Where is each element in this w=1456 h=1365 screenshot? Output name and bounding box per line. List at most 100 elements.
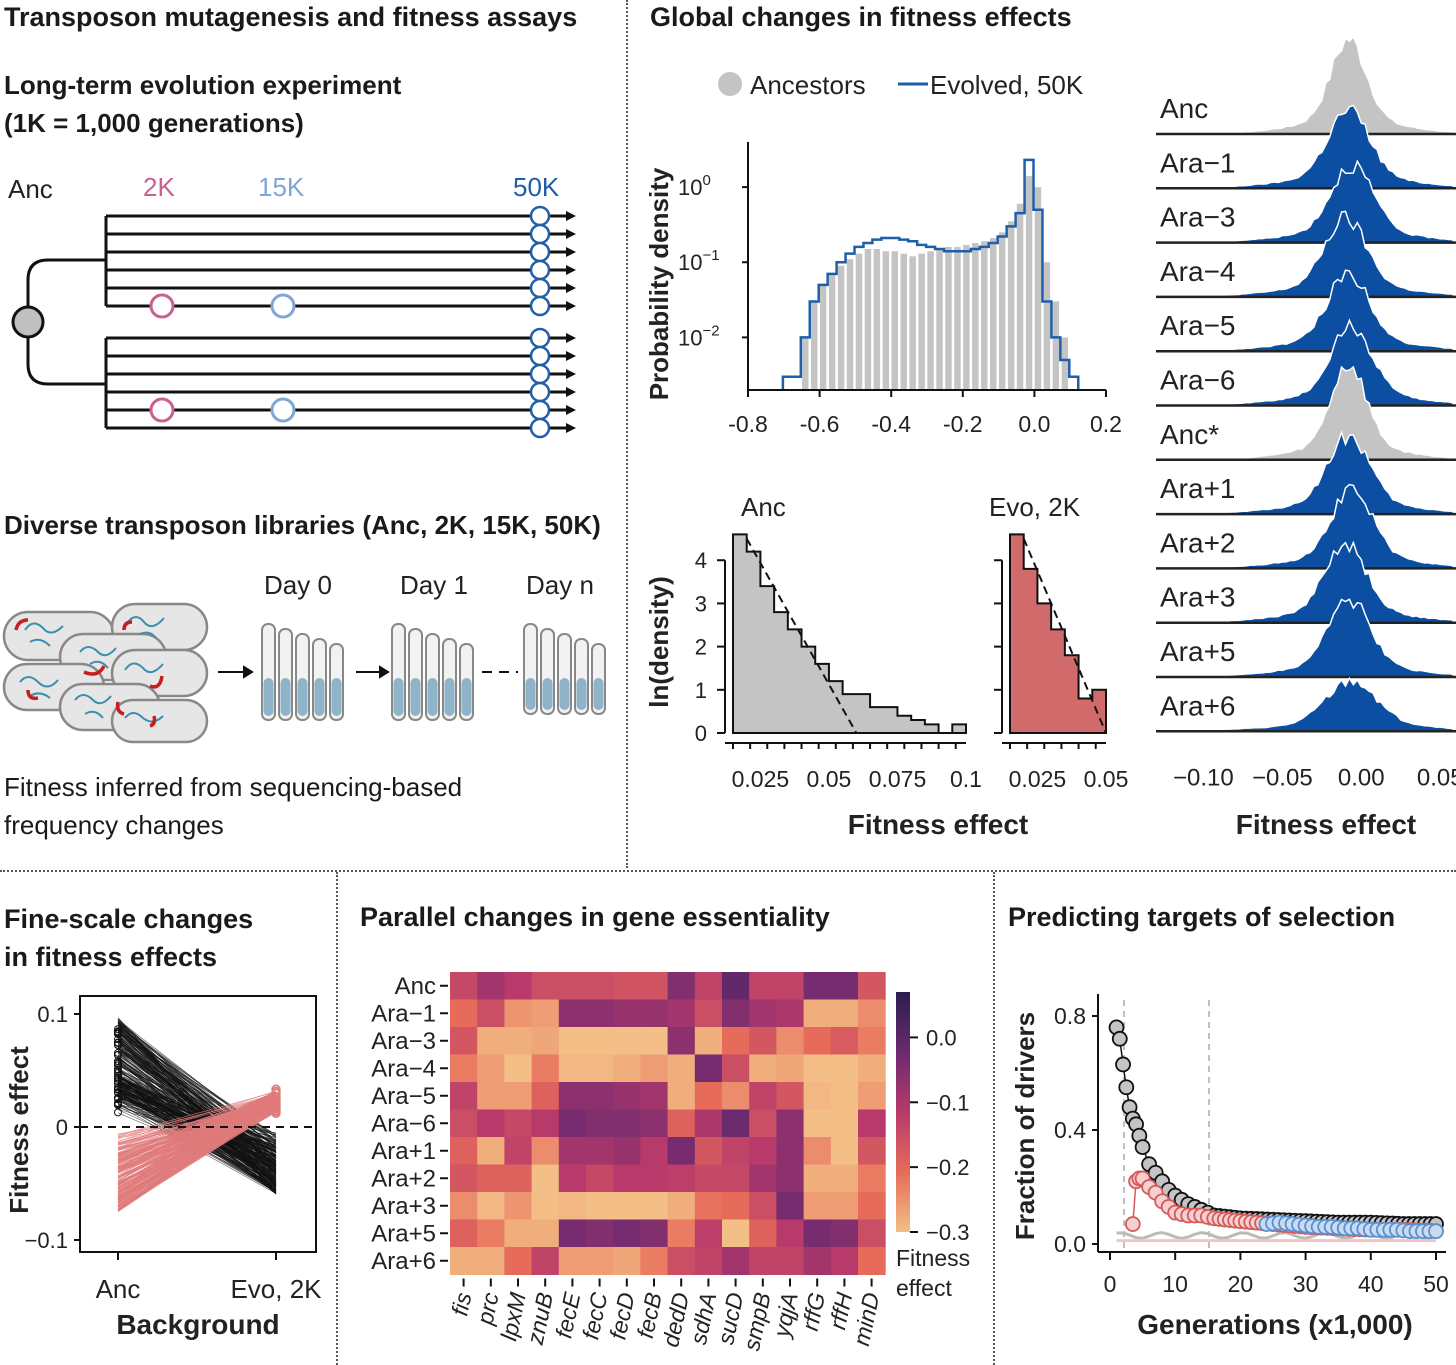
heatmap-cell [613, 999, 641, 1028]
heatmap-cell [858, 1247, 886, 1275]
heatmap-cell [586, 1027, 614, 1055]
colorbar-label-line2: effect [896, 1275, 952, 1301]
finescale-chart: Fitness effect 0.1 0 −0.1 Anc Evo, 2K Backg… [4, 995, 322, 1340]
tree-label-2k: 2K [143, 172, 175, 202]
heatmap-cell [776, 1082, 805, 1110]
lineage-arrow [566, 405, 576, 415]
heatmap-cell [858, 972, 886, 1000]
heatmap-cell [776, 972, 805, 1000]
heatmap-cell [722, 1247, 750, 1275]
marker-15k-upper [270, 293, 296, 319]
ridge-xtick-label: −0.05 [1252, 764, 1313, 791]
ridge-label: Ara+6 [1160, 690, 1236, 721]
heatmap-cell [694, 999, 723, 1028]
heatmap-cell [830, 972, 859, 1000]
hist-bar-ancestor [1016, 203, 1024, 390]
heatmap-cell [694, 1164, 723, 1193]
divider-bottom-right [993, 872, 995, 1365]
pred-point [1115, 1056, 1131, 1073]
heatmap-cell [722, 1109, 750, 1138]
fs-line-red [117, 1098, 277, 1144]
heatmap-cell [531, 1164, 560, 1193]
marker-50k [529, 363, 551, 385]
hist-bar-ancestor [855, 253, 863, 390]
heatmap-row-label: Ara−5 [371, 1083, 436, 1110]
heatmap-row-label: Ara+6 [371, 1248, 436, 1275]
heatmap-row-label: Ara+1 [371, 1138, 436, 1165]
caption-line1: Fitness inferred from sequencing-based [4, 772, 463, 802]
heatmap-cell [531, 1082, 560, 1110]
pred-point [1134, 1139, 1151, 1156]
hist-bar-ancestor [891, 251, 899, 390]
heatmap-cell [667, 1164, 696, 1193]
tree-label-15k: 15K [258, 172, 305, 202]
heatmap-cell [640, 1137, 669, 1165]
colorbar-label-line1: Fitness [896, 1245, 970, 1271]
arrows-and-tubes: Day 0 Day 1 Day n [218, 570, 606, 721]
global-legend: Ancestors Evolved, 50K [718, 70, 1084, 100]
fs-point-anc [114, 1094, 122, 1103]
ridge-label: Ara−3 [1160, 202, 1236, 233]
hist-xtick-label: -0.6 [800, 411, 840, 437]
heatmap-cell [558, 972, 587, 1000]
ltee-title-line1: Long-term evolution experiment [4, 70, 402, 100]
bacteria-illustration [2, 602, 209, 744]
heatmap-cell [558, 1192, 587, 1220]
heatmap-cell [694, 1219, 723, 1248]
fs-line-red [117, 1091, 277, 1136]
heatmap-cell [830, 1137, 859, 1165]
heatmap-cell [613, 1082, 641, 1110]
hist-bar-ancestor [1034, 187, 1042, 390]
heatmap-cell [749, 1082, 777, 1110]
heatmap-cell [722, 1192, 750, 1220]
heatmap-cell [613, 1027, 641, 1055]
tube-culture [280, 678, 291, 716]
fs-line-red [117, 1100, 277, 1159]
heatmap-cell [858, 1164, 886, 1193]
tree-branch-lower [26, 337, 106, 386]
tail-title-anc: Anc [741, 492, 786, 522]
heatmap-cell [613, 1192, 641, 1220]
heatmap-cell [558, 1082, 587, 1110]
libraries-title: Diverse transposon libraries (Anc, 2K, 1… [4, 510, 601, 540]
heatmap-cell [640, 1164, 669, 1193]
hist-bar-ancestor [954, 246, 961, 390]
tail-xtick-label: 0.05 [1084, 766, 1129, 792]
ancestor-node [11, 305, 45, 339]
hist-bar-ancestor [1061, 337, 1069, 390]
tail-xtick-label: 0.1 [950, 766, 982, 792]
heatmap-cell [667, 1109, 696, 1138]
heatmap-row-label: Ara−6 [371, 1110, 436, 1137]
marker-50k [529, 295, 551, 317]
heatmap-cell [722, 1082, 750, 1110]
fs-point-anc [114, 1025, 122, 1034]
divider-top [626, 0, 628, 868]
heatmap-cell [640, 1219, 669, 1248]
hist-bar-ancestor [1025, 176, 1033, 390]
marker-50k [529, 277, 551, 299]
tube-culture [444, 678, 455, 716]
heatmap-cell [477, 1164, 505, 1193]
ridge-label: Ara+5 [1160, 636, 1236, 667]
heatmap-cell [450, 1054, 478, 1083]
panel-title-transposon: Transposon mutagenesis and fitness assay… [4, 2, 578, 32]
fs-line-black [117, 1031, 277, 1193]
heatmap-cell [640, 1192, 669, 1220]
fs-point-anc [114, 1079, 122, 1088]
fs-point-anc [114, 1108, 122, 1117]
tail-ytick-label: 2 [695, 635, 707, 660]
heatmap-cell [613, 1137, 641, 1165]
hist-ytick-label: 10−1 [678, 247, 720, 275]
heatmap-cell [694, 1192, 723, 1220]
tail-ytick-label: 3 [695, 591, 707, 616]
heatmap-cell [776, 1054, 805, 1083]
ridge-label: Anc* [1160, 419, 1219, 450]
heatmap-cell [450, 1192, 478, 1220]
heatmap-cell [504, 1192, 533, 1220]
heatmap-cell [504, 1054, 533, 1083]
ridge-label: Ara−6 [1160, 365, 1236, 396]
heatmap-cell [613, 1109, 641, 1138]
hist-bar-ancestor [972, 243, 979, 390]
hist-bar-ancestor [1007, 221, 1015, 390]
panel-title-parallel: Parallel changes in gene essentiality [360, 902, 830, 932]
